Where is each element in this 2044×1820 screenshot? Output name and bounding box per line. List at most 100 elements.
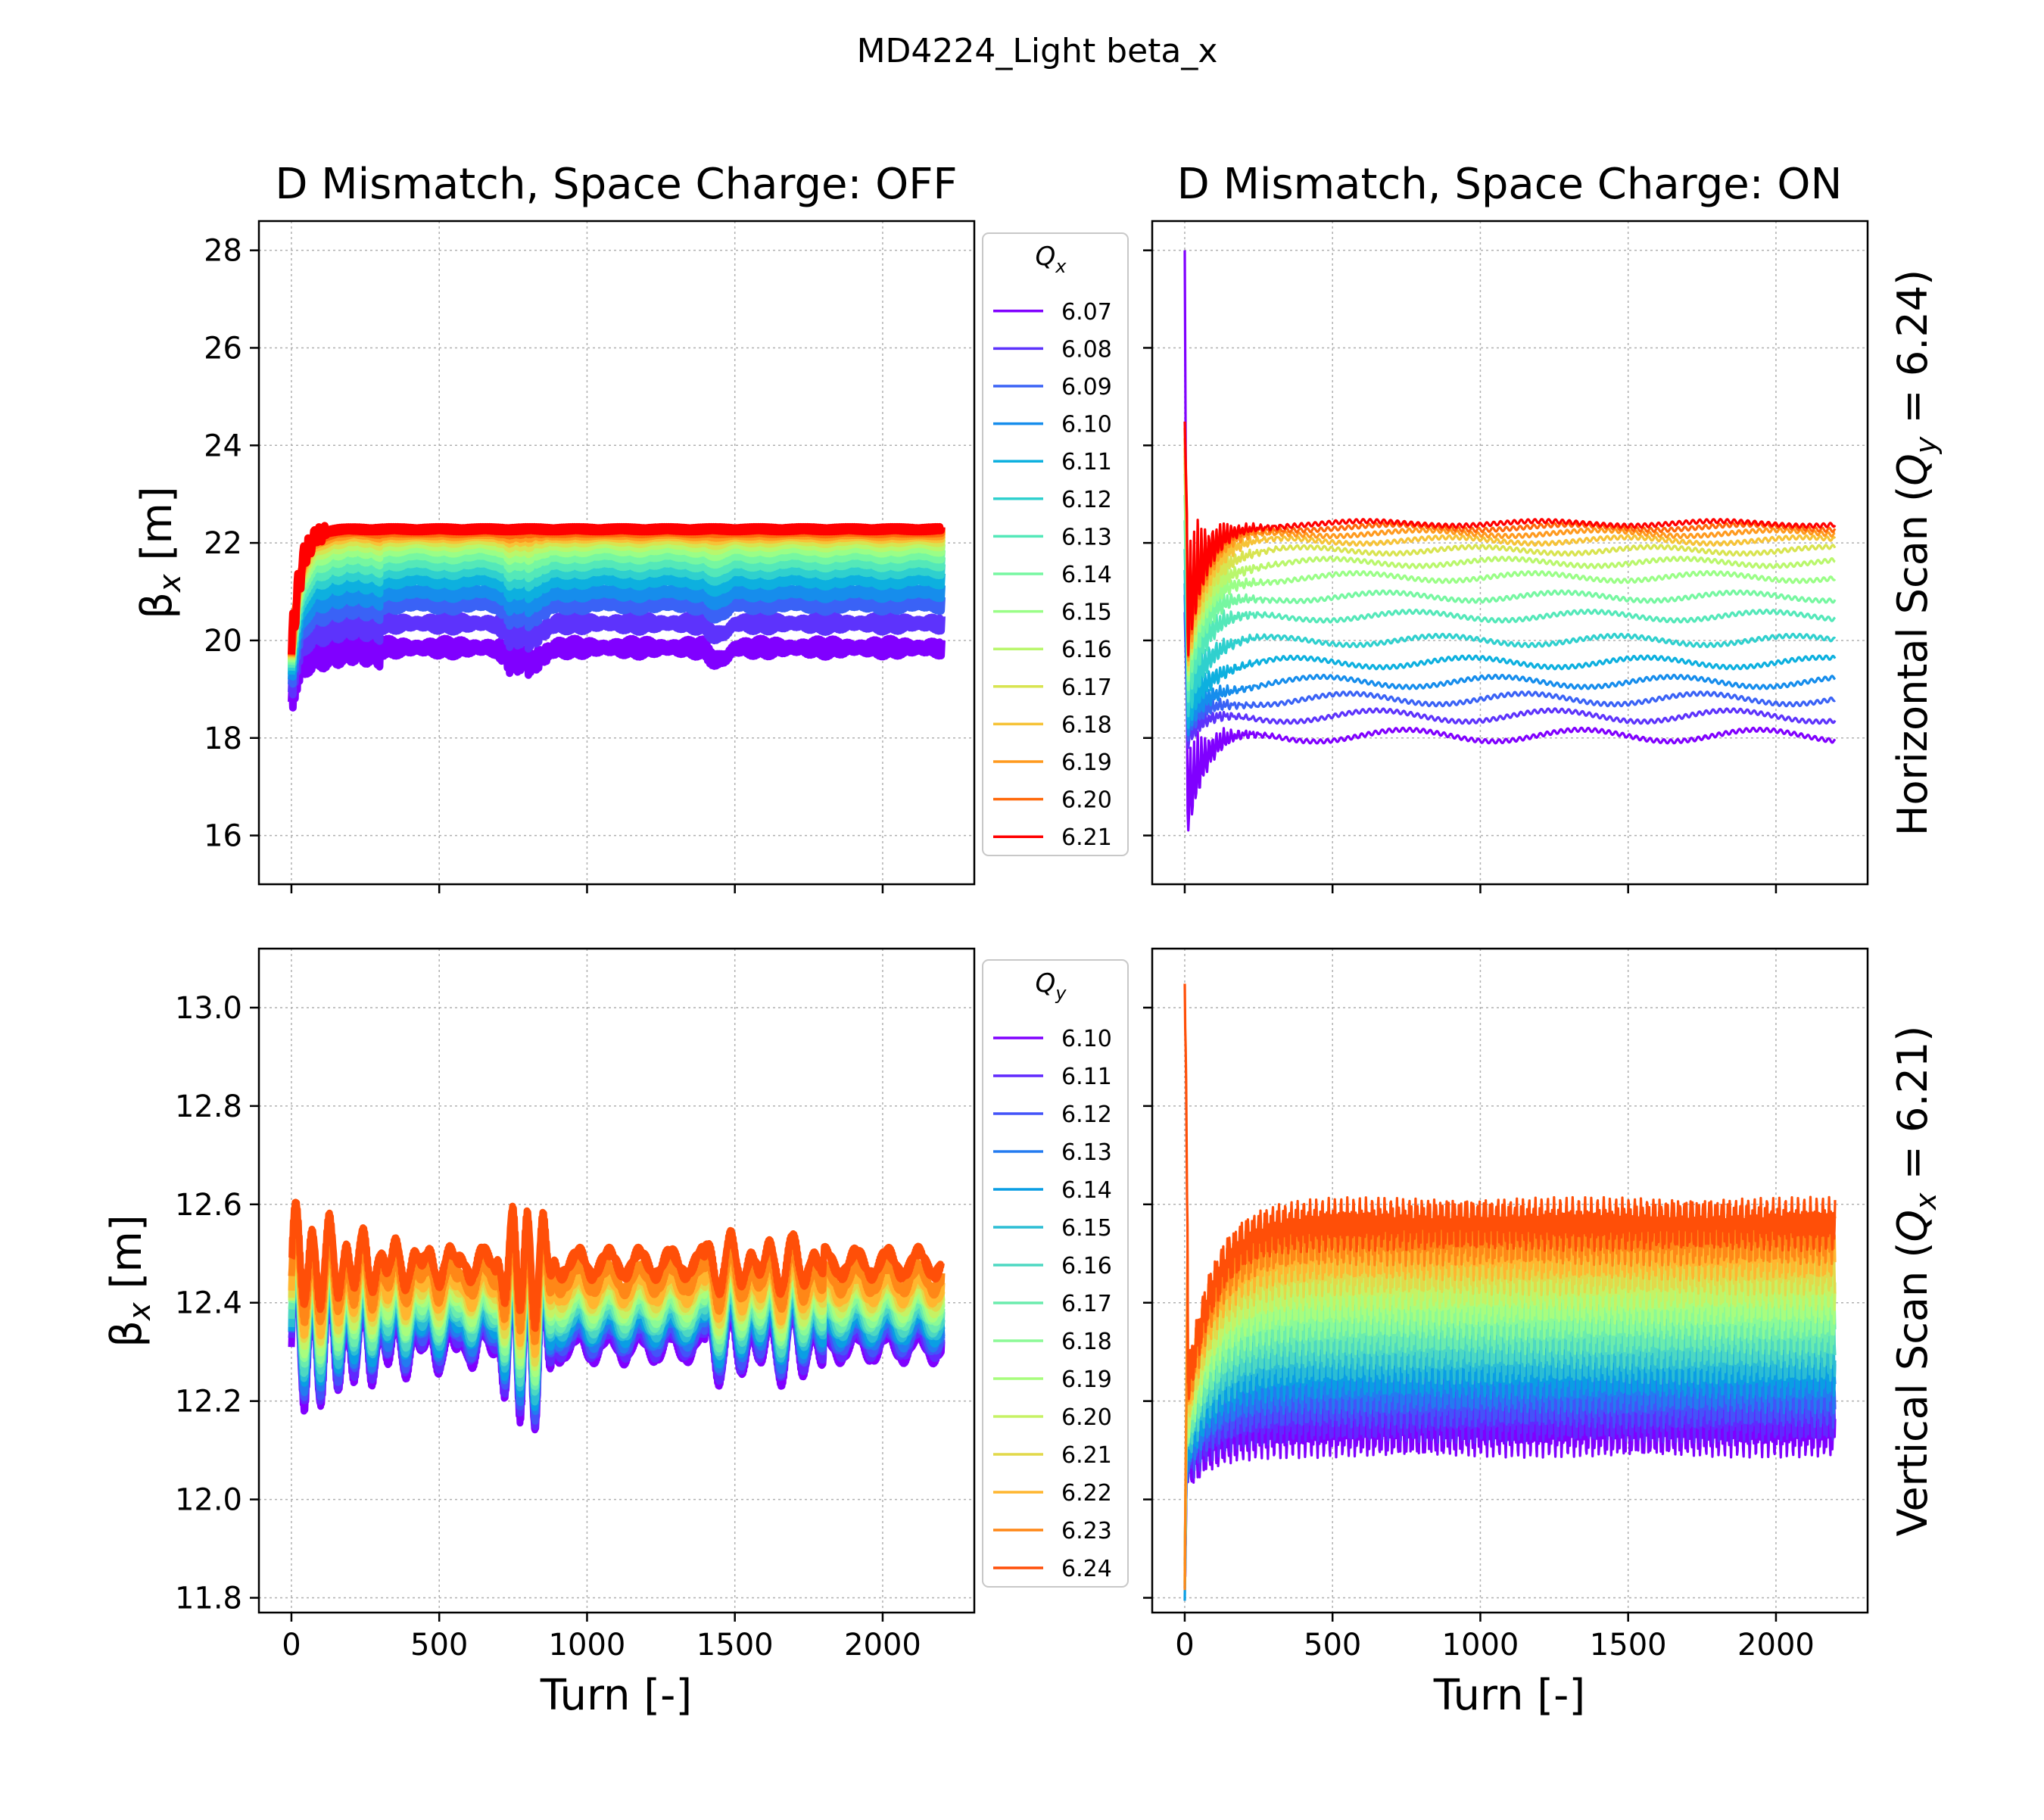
legend-entry: 6.21	[1061, 824, 1112, 851]
x-tick-label: 1000	[1442, 1628, 1519, 1663]
series-line-6-10	[1183, 583, 1837, 737]
series-line-6-12	[1183, 549, 1837, 718]
legend-entry: 6.16	[1061, 1253, 1112, 1279]
y-tick-label: 12.2	[175, 1385, 242, 1420]
legend-entry: 6.22	[1061, 1480, 1112, 1507]
legend-entry: 6.24	[1061, 1556, 1112, 1582]
x-tick-label: 1500	[1590, 1628, 1667, 1663]
legend-entry: 6.11	[1061, 449, 1112, 475]
side-label-horizontal-scan: Horizontal Scan (Qy = 6.24)	[1889, 270, 1943, 836]
series-line-6-09	[288, 584, 946, 688]
series-line-6-24	[288, 1198, 945, 1332]
panel-bottom-left: 11.8 12.0 12.2 12.4 12.6 12.8 13.0 0 500 1000 150…	[102, 947, 976, 1720]
legend-entry: 6.13	[1061, 524, 1112, 550]
legend-entry: 6.15	[1061, 1215, 1112, 1242]
y-tick-label: 22	[204, 526, 242, 561]
y-tick-label: 12.6	[175, 1188, 242, 1223]
y-tick-label: 20	[204, 624, 242, 659]
legend-entry: 6.18	[1061, 712, 1112, 738]
legend-entry: 6.20	[1061, 787, 1112, 814]
legend-entry: 6.11	[1061, 1064, 1112, 1090]
y-tick-label: 18	[204, 721, 242, 756]
series-line-6-16	[1183, 462, 1836, 677]
series-line-6-19	[1183, 438, 1836, 662]
legend-entry: 6.09	[1061, 374, 1112, 400]
series-line-6-13	[1183, 520, 1837, 703]
series-line-6-18	[1183, 447, 1837, 667]
panel-frame	[257, 947, 976, 1614]
panel-frame	[257, 220, 976, 886]
y-tick-label: 28	[204, 234, 242, 269]
series-line-6-11	[1183, 569, 1837, 729]
x-tick-label: 500	[410, 1628, 468, 1663]
legend-box	[982, 232, 1129, 856]
legend-entry: 6.15	[1061, 600, 1112, 626]
legend-entry: 6.10	[1061, 1026, 1112, 1052]
series-line-6-21	[288, 522, 946, 655]
x-tick-label: 2000	[844, 1628, 921, 1663]
y-tick-label: 24	[204, 429, 242, 463]
y-tick-label: 13.0	[175, 991, 242, 1026]
x-axis-label: Turn [-]	[540, 1671, 692, 1720]
series-line-6-07	[288, 625, 946, 712]
y-tick-label: 16	[204, 819, 242, 854]
y-axis-label: βx [m]	[102, 1214, 157, 1347]
y-tick-label: 12.0	[175, 1483, 242, 1518]
legend-entry: 6.10	[1061, 412, 1112, 438]
series-line-6-15	[1183, 473, 1837, 682]
legend-entry: 6.20	[1061, 1404, 1112, 1431]
x-axis-label: Turn [-]	[1433, 1671, 1585, 1720]
panel-top-left: 16 18 20 22 24 26 28 D Mismatch, Space Charge:…	[132, 160, 976, 893]
x-tick-label: 1000	[549, 1628, 626, 1663]
x-tick-label: 0	[282, 1628, 301, 1663]
series-line-6-24	[1183, 983, 1837, 1401]
series-line-6-08	[1183, 612, 1837, 750]
series-line-6-20	[1183, 428, 1837, 659]
panel-title: D Mismatch, Space Charge: OFF	[275, 160, 957, 209]
series-line-6-20	[1183, 1254, 1837, 1577]
legend-entry: 6.23	[1061, 1518, 1112, 1544]
legend-entry: 6.12	[1061, 487, 1112, 513]
legend-entry: 6.13	[1061, 1139, 1112, 1166]
x-tick-label: 1500	[696, 1628, 774, 1663]
legend-entry: 6.14	[1061, 562, 1112, 588]
panel-title: D Mismatch, Space Charge: ON	[1177, 160, 1843, 209]
panel-bottom-right: 0 500 1000 1500 2000 Turn [-] Vertical Scan …	[1143, 947, 1943, 1720]
panel-frame	[1151, 220, 1869, 886]
legend-qy: Qy6.106.116.126.136.146.156.166.176.186.…	[982, 959, 1129, 1588]
panel-frame	[1151, 947, 1869, 1614]
legend-entry: 6.19	[1061, 1367, 1112, 1393]
legend-entry: 6.21	[1061, 1442, 1112, 1469]
series-line-6-14	[1183, 494, 1837, 692]
series-line-6-10	[288, 573, 946, 681]
legend-qx: Qx6.076.086.096.106.116.126.136.146.156.…	[982, 232, 1129, 856]
legend-entry: 6.18	[1061, 1329, 1112, 1355]
x-tick-label: 0	[1175, 1628, 1194, 1663]
legend-entry: 6.14	[1061, 1177, 1112, 1204]
series-line-6-17	[1183, 455, 1837, 672]
legend-entry: 6.16	[1061, 637, 1112, 663]
legend-entry: 6.19	[1061, 750, 1112, 776]
series-line-6-07	[1183, 250, 1837, 832]
side-label-vertical-scan: Vertical Scan (Qx = 6.21)	[1889, 1026, 1943, 1537]
legend-entry: 6.17	[1061, 1291, 1112, 1317]
panel-top-right: D Mismatch, Space Charge: ON Horizontal …	[1143, 160, 1943, 893]
y-tick-label: 12.8	[175, 1089, 242, 1124]
y-tick-label: 12.4	[175, 1286, 242, 1321]
legend-entry: 6.07	[1061, 299, 1112, 326]
legend-entry: 6.17	[1061, 675, 1112, 701]
series-line-6-21	[1183, 421, 1837, 656]
figure-suptitle: MD4224_Light beta_x	[857, 32, 1218, 70]
legend-box	[982, 959, 1129, 1588]
y-axis-label: βx [m]	[132, 486, 188, 619]
y-tick-label: 11.8	[175, 1582, 242, 1616]
legend-entry: 6.12	[1061, 1102, 1112, 1128]
legend-entry: 6.08	[1061, 336, 1112, 363]
series-line-6-09	[1183, 594, 1836, 742]
series-line-6-08	[288, 603, 946, 699]
x-tick-label: 2000	[1737, 1628, 1815, 1663]
x-tick-label: 500	[1304, 1628, 1361, 1663]
y-tick-label: 26	[204, 331, 242, 366]
